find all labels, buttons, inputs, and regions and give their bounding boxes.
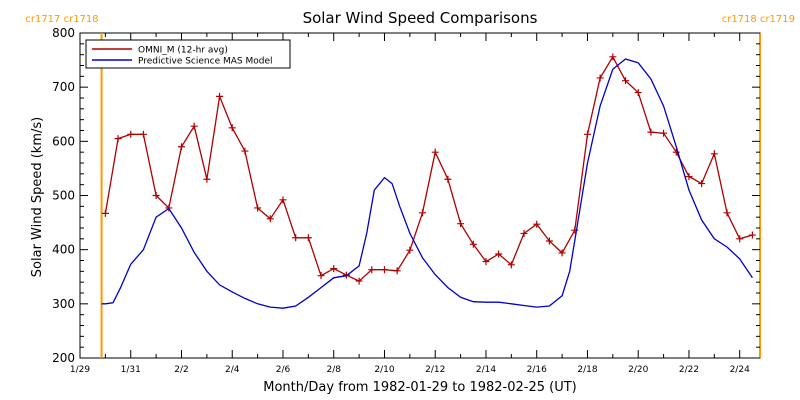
- data-point: [279, 196, 287, 204]
- series-line: [104, 55, 753, 282]
- data-point: [495, 250, 503, 258]
- data-point: [469, 240, 477, 248]
- data-point: [203, 175, 211, 183]
- data-point: [698, 180, 706, 188]
- data-point: [139, 130, 147, 138]
- legend-box: [85, 39, 291, 69]
- rotation-label: cr1718 cr1719: [722, 14, 795, 25]
- x-tick-label: 1/31: [121, 365, 141, 375]
- x-tick-label: 2/18: [577, 365, 597, 375]
- data-point: [545, 237, 553, 245]
- data-point: [380, 266, 388, 274]
- x-tick-label: 2/2: [174, 365, 188, 375]
- data-point: [457, 220, 465, 228]
- data-point: [482, 258, 490, 266]
- series-line: [101, 58, 753, 309]
- legend-entry: Predictive Science MAS Model: [138, 57, 273, 67]
- x-tick-label: 2/12: [425, 365, 445, 375]
- data-point: [228, 124, 236, 132]
- x-tick-label: 2/10: [374, 365, 394, 375]
- data-point: [710, 150, 718, 158]
- plot-frame: [79, 32, 761, 359]
- data-point: [419, 209, 427, 217]
- data-point: [736, 235, 744, 243]
- data-point: [685, 173, 693, 181]
- data-point: [292, 234, 300, 242]
- data-point: [330, 265, 338, 273]
- data-point: [558, 249, 566, 257]
- x-tick-label: 2/22: [679, 365, 699, 375]
- data-point: [609, 53, 617, 61]
- x-tick-label: 2/14: [476, 365, 496, 375]
- data-point: [444, 175, 452, 183]
- y-tick-label: 200: [52, 351, 75, 365]
- axes: 200 300 400 500 600 700 800 1/29 1/31 2/2 2/4 2/6 2/…: [52, 26, 760, 375]
- data-point: [127, 130, 135, 138]
- series-1: [101, 53, 756, 285]
- data-point: [216, 92, 224, 100]
- x-tick-label: 2/24: [730, 365, 750, 375]
- data-point: [355, 277, 363, 285]
- rotation-label: cr1717 cr1718: [25, 14, 98, 25]
- data-point: [520, 229, 528, 237]
- data-point: [431, 148, 439, 156]
- x-tick-label: 2/4: [225, 365, 240, 375]
- data-point: [622, 77, 630, 85]
- x-tick-label: 2/8: [326, 365, 341, 375]
- y-tick-label: 500: [52, 189, 75, 203]
- data-point: [254, 204, 262, 212]
- data-point: [241, 147, 249, 155]
- data-point: [317, 272, 325, 280]
- data-point: [507, 261, 515, 269]
- x-tick-label: 2/16: [527, 365, 547, 375]
- data-point: [634, 89, 642, 97]
- data-point: [533, 220, 541, 228]
- data-point: [266, 215, 274, 223]
- y-tick-label: 400: [52, 243, 75, 257]
- x-axis-label: Month/Day from 1982-01-29 to 1982-02-25 …: [263, 380, 576, 395]
- x-tick-label: 2/6: [276, 365, 291, 375]
- data-point: [304, 234, 312, 242]
- data-point: [647, 128, 655, 136]
- data-point: [660, 129, 668, 137]
- chart-title: Solar Wind Speed Comparisons: [303, 9, 538, 27]
- data-point: [723, 209, 731, 217]
- x-tick-label: 1/29: [70, 365, 90, 375]
- data-point: [596, 74, 604, 82]
- data-point: [152, 192, 160, 199]
- data-point: [114, 135, 122, 143]
- y-tick-label: 600: [52, 134, 75, 148]
- y-tick-label: 300: [52, 297, 75, 311]
- data-point: [406, 246, 414, 254]
- data-point: [393, 267, 401, 275]
- y-tick-label: 800: [52, 26, 75, 40]
- data-point: [672, 148, 680, 156]
- data-point: [748, 231, 756, 239]
- legend-entry: OMNI_M (12-hr avg): [138, 46, 228, 56]
- series-2: [101, 58, 753, 309]
- legend: OMNI_M (12-hr avg)Predictive Science MAS…: [85, 39, 291, 69]
- data-point: [190, 122, 198, 130]
- data-point: [583, 130, 591, 138]
- y-axis-label: Solar Wind Speed (km/s): [30, 117, 45, 277]
- data-point: [368, 266, 376, 274]
- data-point: [101, 209, 109, 217]
- series-layer: [101, 53, 756, 309]
- x-tick-label: 2/20: [628, 365, 648, 375]
- data-point: [177, 143, 185, 151]
- y-tick-label: 700: [52, 80, 75, 94]
